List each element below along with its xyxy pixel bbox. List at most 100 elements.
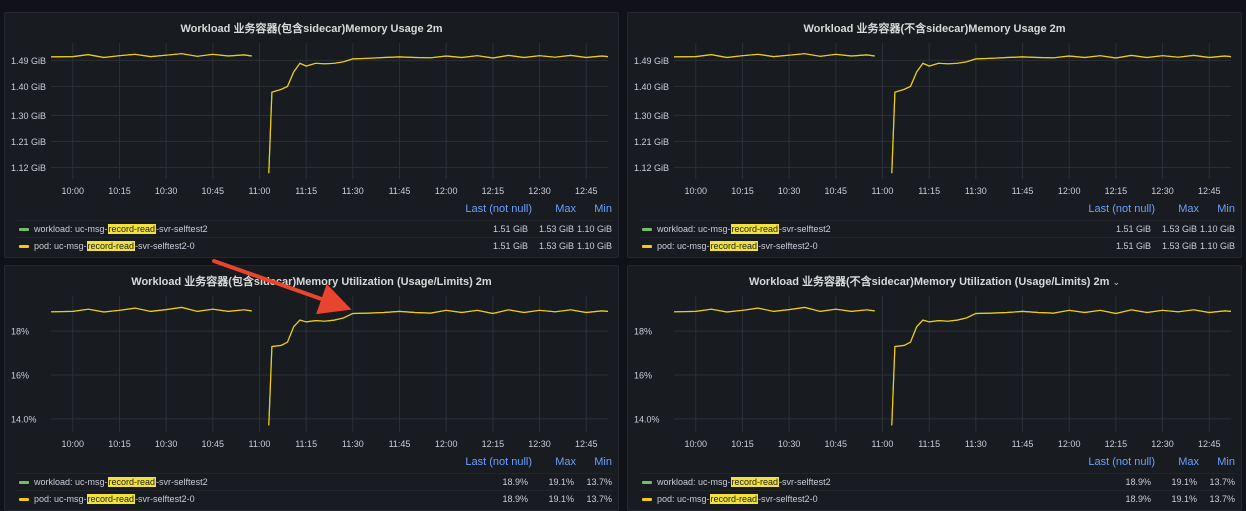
x-tick-label: 12:15 xyxy=(482,186,505,196)
y-tick-label: 1.49 GiB xyxy=(11,56,46,66)
x-tick-label: 10:45 xyxy=(825,439,848,449)
legend-header-min[interactable]: Min xyxy=(1217,203,1235,215)
legend-item-pod[interactable]: pod: uc-msg-record-read-svr-selftest2-0 … xyxy=(640,237,1235,254)
legend-header-last[interactable]: Last (not null) xyxy=(1088,456,1155,468)
legend-swatch-green xyxy=(642,228,652,231)
legend-item-workload[interactable]: workload: uc-msg-record-read-svr-selftes… xyxy=(640,220,1235,237)
x-tick-label: 12:45 xyxy=(1198,439,1221,449)
chart-plot-area: 1.49 GiB 1.40 GiB 1.30 GiB 1.21 GiB 1.12 GiB… xyxy=(634,43,1232,196)
series-line-workload xyxy=(673,53,1232,174)
x-tick-label: 10:00 xyxy=(62,186,85,196)
panel-memory-utilization-incl-sidecar: Workload 业务容器(包含sidecar)Memory Utilizati… xyxy=(4,265,619,511)
x-tick-label: 11:00 xyxy=(249,439,271,449)
x-tick-label: 12:45 xyxy=(575,439,598,449)
series-line-pod xyxy=(673,53,1232,174)
x-tick-label: 11:45 xyxy=(389,439,411,449)
y-tick-label: 1.21 GiB xyxy=(634,137,669,147)
x-tick-label: 12:30 xyxy=(1151,439,1174,449)
x-tick-label: 12:30 xyxy=(1151,186,1174,196)
x-tick-label: 10:45 xyxy=(202,439,225,449)
legend-values: 18.9% 19.1% 13.7% xyxy=(502,494,612,504)
legend-swatch-yellow xyxy=(642,498,652,501)
legend-header-min[interactable]: Min xyxy=(594,456,612,468)
legend-header-min[interactable]: Min xyxy=(1217,456,1235,468)
x-tick-label: 10:30 xyxy=(778,439,801,449)
legend-item-workload[interactable]: workload: uc-msg-record-read-svr-selftes… xyxy=(640,473,1235,490)
series-line-pod xyxy=(50,53,609,174)
x-tick-label: 10:15 xyxy=(108,439,131,449)
x-tick-label: 11:00 xyxy=(249,186,271,196)
y-tick-label: 18% xyxy=(634,327,652,337)
x-tick-label: 10:15 xyxy=(731,439,754,449)
x-tick-label: 11:15 xyxy=(918,186,940,196)
x-tick-label: 11:15 xyxy=(295,439,317,449)
legend-values: 1.51 GiB 1.53 GiB 1.10 GiB xyxy=(1115,241,1235,251)
chart-plot-area: 18% 16% 14.0% 10:00 10:15 10:30 10:45 11:00 11:1… xyxy=(634,296,1232,449)
legend-header-max[interactable]: Max xyxy=(1178,456,1199,468)
x-tick-label: 12:00 xyxy=(1058,186,1081,196)
x-tick-label: 12:30 xyxy=(528,439,551,449)
x-tick-label: 12:15 xyxy=(1105,439,1128,449)
legend-header-max[interactable]: Max xyxy=(555,203,576,215)
x-tick-label: 12:45 xyxy=(575,186,598,196)
x-tick-label: 12:00 xyxy=(435,186,458,196)
x-tick-label: 11:45 xyxy=(1012,439,1034,449)
legend-values: 1.51 GiB 1.53 GiB 1.10 GiB xyxy=(1115,224,1235,234)
x-tick-label: 11:15 xyxy=(295,186,317,196)
y-tick-label: 1.49 GiB xyxy=(634,56,669,66)
legend-series-name: workload: uc-msg-record-read-svr-selftes… xyxy=(34,224,208,234)
y-tick-label: 1.30 GiB xyxy=(11,111,46,121)
legend-item-pod[interactable]: pod: uc-msg-record-read-svr-selftest2-0 … xyxy=(17,237,612,254)
legend-item-workload[interactable]: workload: uc-msg-record-read-svr-selftes… xyxy=(17,220,612,237)
legend-header-last[interactable]: Last (not null) xyxy=(465,456,532,468)
legend-swatch-yellow xyxy=(19,245,29,248)
x-tick-label: 11:30 xyxy=(342,439,364,449)
x-tick-label: 11:30 xyxy=(342,186,364,196)
x-tick-label: 10:00 xyxy=(685,439,708,449)
legend-series-name: workload: uc-msg-record-read-svr-selftes… xyxy=(657,224,831,234)
x-tick-label: 10:15 xyxy=(108,186,131,196)
y-tick-label: 1.21 GiB xyxy=(11,137,46,147)
x-tick-label: 10:45 xyxy=(202,186,225,196)
legend-header-last[interactable]: Last (not null) xyxy=(465,203,532,215)
legend-swatch-green xyxy=(19,481,29,484)
y-tick-label: 14.0% xyxy=(634,414,660,424)
panel-title[interactable]: Workload 业务容器(不含sidecar)Memory Usage 2m xyxy=(803,23,1066,35)
legend-swatch-green xyxy=(19,228,29,231)
legend-item-pod[interactable]: pod: uc-msg-record-read-svr-selftest2-0 … xyxy=(640,490,1235,507)
panel-title[interactable]: Workload 业务容器(包含sidecar)Memory Utilizati… xyxy=(131,276,492,288)
panel-title[interactable]: Workload 业务容器(不含sidecar)Memory Utilizati… xyxy=(749,276,1120,288)
x-tick-label: 12:45 xyxy=(1198,186,1221,196)
legend-header-last[interactable]: Last (not null) xyxy=(1088,203,1155,215)
x-tick-label: 12:00 xyxy=(435,439,458,449)
legend-item-pod[interactable]: pod: uc-msg-record-read-svr-selftest2-0 … xyxy=(17,490,612,507)
legend-header-min[interactable]: Min xyxy=(594,203,612,215)
legend-values: 1.51 GiB 1.53 GiB 1.10 GiB xyxy=(492,224,612,234)
x-tick-label: 11:30 xyxy=(965,439,987,449)
legend-header-max[interactable]: Max xyxy=(555,456,576,468)
legend-header: Last (not null) Max Min xyxy=(422,203,612,215)
legend-values: 18.9% 19.1% 13.7% xyxy=(1125,494,1235,504)
x-tick-label: 10:30 xyxy=(778,186,801,196)
x-tick-label: 10:30 xyxy=(155,186,178,196)
series-line-workload xyxy=(50,53,609,174)
chart-plot-area: 18% 16% 14.0% 10:00 10:15 10:30 10:45 11:00 11:1… xyxy=(11,296,609,449)
legend-swatch-yellow xyxy=(19,498,29,501)
legend-item-workload[interactable]: workload: uc-msg-record-read-svr-selftes… xyxy=(17,473,612,490)
x-tick-label: 10:00 xyxy=(685,186,708,196)
x-tick-label: 11:15 xyxy=(918,439,940,449)
x-tick-label: 12:15 xyxy=(1105,186,1128,196)
x-tick-label: 10:30 xyxy=(155,439,178,449)
x-tick-label: 11:45 xyxy=(389,186,411,196)
y-tick-label: 1.12 GiB xyxy=(11,163,46,173)
y-tick-label: 1.30 GiB xyxy=(634,111,669,121)
y-tick-label: 1.40 GiB xyxy=(11,82,46,92)
x-tick-label: 10:45 xyxy=(825,186,848,196)
x-tick-label: 11:30 xyxy=(965,186,987,196)
x-tick-label: 10:15 xyxy=(731,186,754,196)
legend-header-max[interactable]: Max xyxy=(1178,203,1199,215)
y-tick-label: 1.12 GiB xyxy=(634,163,669,173)
legend-swatch-yellow xyxy=(642,245,652,248)
panel-title[interactable]: Workload 业务容器(包含sidecar)Memory Usage 2m xyxy=(180,23,443,35)
chevron-down-icon[interactable]: ⌄ xyxy=(1112,277,1120,287)
